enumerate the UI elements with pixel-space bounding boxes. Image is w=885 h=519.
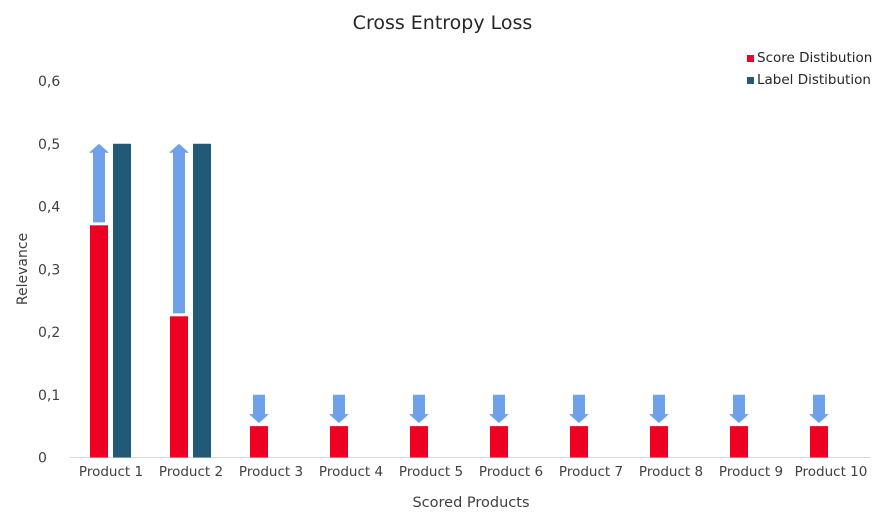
legend-label-score: Score Distibution	[757, 50, 873, 66]
y-tick-label: 0,3	[38, 262, 60, 278]
y-tick-label: 0,4	[38, 200, 60, 216]
arrow-down-icon	[329, 394, 349, 424]
legend-swatch-score	[747, 54, 754, 62]
bar-score	[90, 225, 108, 458]
legend-item-score: Score Distibution	[747, 47, 872, 69]
y-tick-label: 0,1	[38, 388, 60, 404]
x-axis-title: Scored Products	[412, 495, 529, 511]
legend: Score Distibution Label Distibution	[747, 47, 872, 91]
bar-score	[730, 426, 748, 458]
y-axis-title: Relevance	[15, 233, 31, 305]
legend-swatch-label	[747, 76, 754, 84]
arrow-down-icon	[249, 394, 269, 424]
x-tick-label: Product 10	[795, 464, 868, 480]
bar-score	[650, 426, 668, 458]
x-tick-label: Product 9	[719, 464, 783, 480]
x-tick-label: Product 2	[159, 464, 223, 480]
arrow-down-icon	[489, 394, 509, 424]
x-tick-label: Product 5	[399, 464, 463, 480]
bar-score	[570, 426, 588, 458]
arrow-down-icon	[649, 394, 669, 424]
x-tick-label: Product 4	[319, 464, 383, 480]
bar-score	[810, 426, 828, 458]
arrow-down-icon	[569, 394, 589, 424]
bar-label	[113, 143, 131, 458]
bar-score	[410, 426, 428, 458]
x-tick-label: Product 3	[239, 464, 303, 480]
arrow-down-icon	[729, 394, 749, 424]
x-tick-label: Product 6	[479, 464, 543, 480]
x-tick-label: Product 7	[559, 464, 623, 480]
y-tick-label: 0,5	[38, 137, 60, 153]
arrow-down-icon	[809, 394, 829, 424]
bar-score	[250, 426, 268, 458]
arrow-up-icon	[89, 143, 109, 223]
bar-label	[193, 143, 211, 458]
y-tick-label: 0,2	[38, 325, 60, 341]
bar-score	[330, 426, 348, 458]
legend-label-label: Label Distibution	[757, 72, 871, 88]
y-tick-label: 0	[38, 451, 47, 467]
arrow-up-icon	[169, 143, 189, 314]
chart-title: Cross Entropy Loss	[352, 12, 533, 34]
bar-score	[170, 316, 188, 458]
arrow-down-icon	[409, 394, 429, 424]
x-tick-label: Product 8	[639, 464, 703, 480]
legend-item-label: Label Distibution	[747, 69, 872, 91]
x-tick-label: Product 1	[79, 464, 143, 480]
bar-score	[490, 426, 508, 458]
y-tick-label: 0,6	[38, 74, 60, 90]
